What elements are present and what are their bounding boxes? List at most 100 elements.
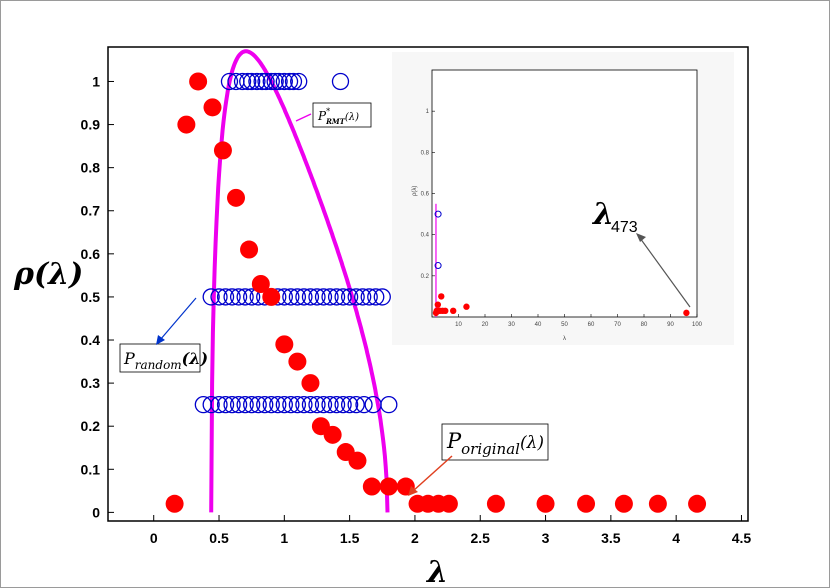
random-label-arrowhead: [156, 335, 165, 345]
inset-original-point: [683, 309, 690, 317]
original-point: [213, 141, 232, 160]
y-tick-label: 0: [92, 504, 100, 520]
random-point: [210, 288, 228, 306]
random-point: [216, 288, 235, 306]
original-series: [165, 72, 707, 513]
original-point: [251, 275, 270, 293]
random-point: [266, 72, 284, 91]
original-label-arrow: [412, 455, 453, 492]
random-point: [314, 396, 333, 414]
random-point: [334, 396, 352, 414]
random-point: [301, 288, 320, 306]
random-point: [282, 288, 300, 306]
original-point: [288, 352, 307, 371]
y-axis-label: ρ(λ): [13, 257, 83, 292]
y-tick-label: 0.7: [81, 203, 101, 219]
random-point: [236, 396, 254, 414]
random-point: [243, 396, 261, 414]
y-tick-label: 0.5: [81, 289, 101, 305]
random-point: [243, 72, 261, 91]
original-point: [614, 494, 633, 513]
random-point: [282, 396, 300, 414]
x-tick-label: 1: [280, 530, 288, 546]
y-axis: 0 0.1 0.2 0.3 0.4 0.5 0.6 0.7 0.8 0.9 1: [81, 73, 114, 520]
random-point: [270, 72, 288, 91]
original-label-arrowhead: [408, 486, 418, 496]
random-point: [229, 396, 248, 414]
inset-y-label: ρ(λ): [412, 186, 418, 196]
random-point: [354, 288, 372, 306]
x-axis: 0 0.5 1 1.5 2 2.5 3 3.5 4 4.5: [150, 515, 752, 546]
random-point: [301, 396, 320, 414]
random-point: [347, 396, 365, 414]
original-point: [439, 494, 458, 513]
x-tick-label: 1.5: [340, 530, 360, 546]
random-point: [275, 72, 293, 91]
random-point: [288, 396, 307, 414]
x-axis-label: λ: [425, 555, 448, 588]
random-point: [248, 72, 266, 91]
inset-y-tick-label: 0.4: [421, 233, 430, 239]
inset-x-tick-label: 90: [667, 322, 674, 328]
random-point: [321, 288, 339, 306]
random-point: [253, 72, 271, 91]
random-point: [290, 72, 308, 91]
original-point: [323, 425, 342, 444]
original-point: [275, 335, 294, 354]
random-point: [295, 288, 313, 306]
inset-x-tick-label: 20: [482, 322, 489, 328]
original-point: [486, 494, 505, 513]
random-label-box: [119, 343, 201, 373]
random-point: [331, 72, 350, 91]
y-tick-label: 0.8: [81, 160, 101, 176]
original-point: [348, 451, 367, 470]
inset-random-point: [434, 210, 442, 218]
inset-x-tick-label: 50: [561, 322, 568, 328]
lambda-473-symbol: λ: [591, 197, 614, 232]
original-label: Poriginal(λ): [446, 429, 544, 458]
original-point: [189, 72, 208, 91]
inset-original-point: [442, 307, 449, 315]
random-point: [236, 288, 254, 306]
original-point: [648, 494, 667, 513]
rmt-density-curve: [209, 49, 390, 513]
x-tick-label: 3: [542, 530, 550, 546]
original-label-box: [441, 423, 549, 461]
random-point: [340, 396, 359, 414]
inset-x-tick-label: 40: [535, 322, 542, 328]
inset-x-tick-label: 70: [614, 322, 621, 328]
random-point: [239, 72, 257, 91]
lambda-473-arrow: [639, 237, 691, 308]
original-point: [203, 98, 222, 117]
lambda-473-subscript: 473: [611, 219, 638, 236]
random-point: [327, 396, 346, 414]
rmt-label: P* RMT(λ): [317, 107, 359, 126]
random-point: [360, 288, 378, 306]
random-point: [243, 288, 261, 306]
random-point: [249, 396, 267, 414]
random-point: [347, 288, 365, 306]
x-tick-label: 4: [672, 530, 680, 546]
x-tick-label: 4.5: [732, 530, 752, 546]
random-point: [288, 288, 307, 306]
original-point: [577, 494, 596, 513]
original-point: [240, 240, 259, 259]
random-point: [308, 288, 326, 306]
random-point: [262, 72, 280, 91]
random-point: [308, 396, 326, 414]
original-point: [227, 188, 245, 207]
x-tick-label: 0: [150, 530, 158, 546]
random-point: [269, 396, 287, 414]
inset-x-tick-label: 10: [455, 322, 462, 328]
random-point: [327, 288, 346, 306]
inset-original-point: [450, 307, 457, 315]
random-point: [380, 396, 398, 414]
inset-y-tick-label: 1: [426, 109, 430, 115]
random-point: [202, 288, 220, 306]
original-point: [262, 287, 281, 306]
y-tick-label: 0.4: [81, 332, 101, 348]
random-point: [280, 72, 299, 91]
random-point: [284, 72, 303, 91]
random-point: [223, 396, 241, 414]
